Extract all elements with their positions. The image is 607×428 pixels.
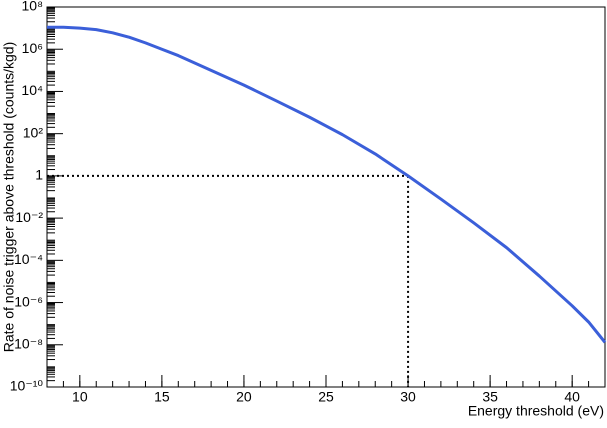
y-tick-label: 10⁻⁶ <box>14 293 43 309</box>
y-axis-title: Rate of noise trigger above threshold (c… <box>1 42 17 353</box>
x-tick-label: 15 <box>154 389 170 405</box>
y-tick-label: 10⁻⁸ <box>14 335 43 351</box>
y-tick-label: 10⁻² <box>15 209 43 225</box>
x-tick-label: 20 <box>236 389 252 405</box>
x-tick-label: 10 <box>72 389 88 405</box>
y-tick-label: 10⁻¹⁰ <box>10 378 44 394</box>
x-tick-label: 40 <box>564 389 580 405</box>
x-tick-label: 30 <box>400 389 416 405</box>
y-tick-label: 10⁶ <box>22 40 43 56</box>
y-tick-label: 1 <box>35 167 43 183</box>
x-tick-label: 35 <box>482 389 498 405</box>
y-tick-label: 10⁸ <box>22 0 44 14</box>
x-tick-label: 25 <box>318 389 334 405</box>
y-tick-label: 10⁻⁴ <box>14 251 43 267</box>
x-axis-title: Energy threshold (eV) <box>468 403 604 419</box>
y-tick-label: 10⁴ <box>21 82 43 98</box>
y-tick-label: 10² <box>23 124 44 140</box>
data-line <box>47 25 607 344</box>
